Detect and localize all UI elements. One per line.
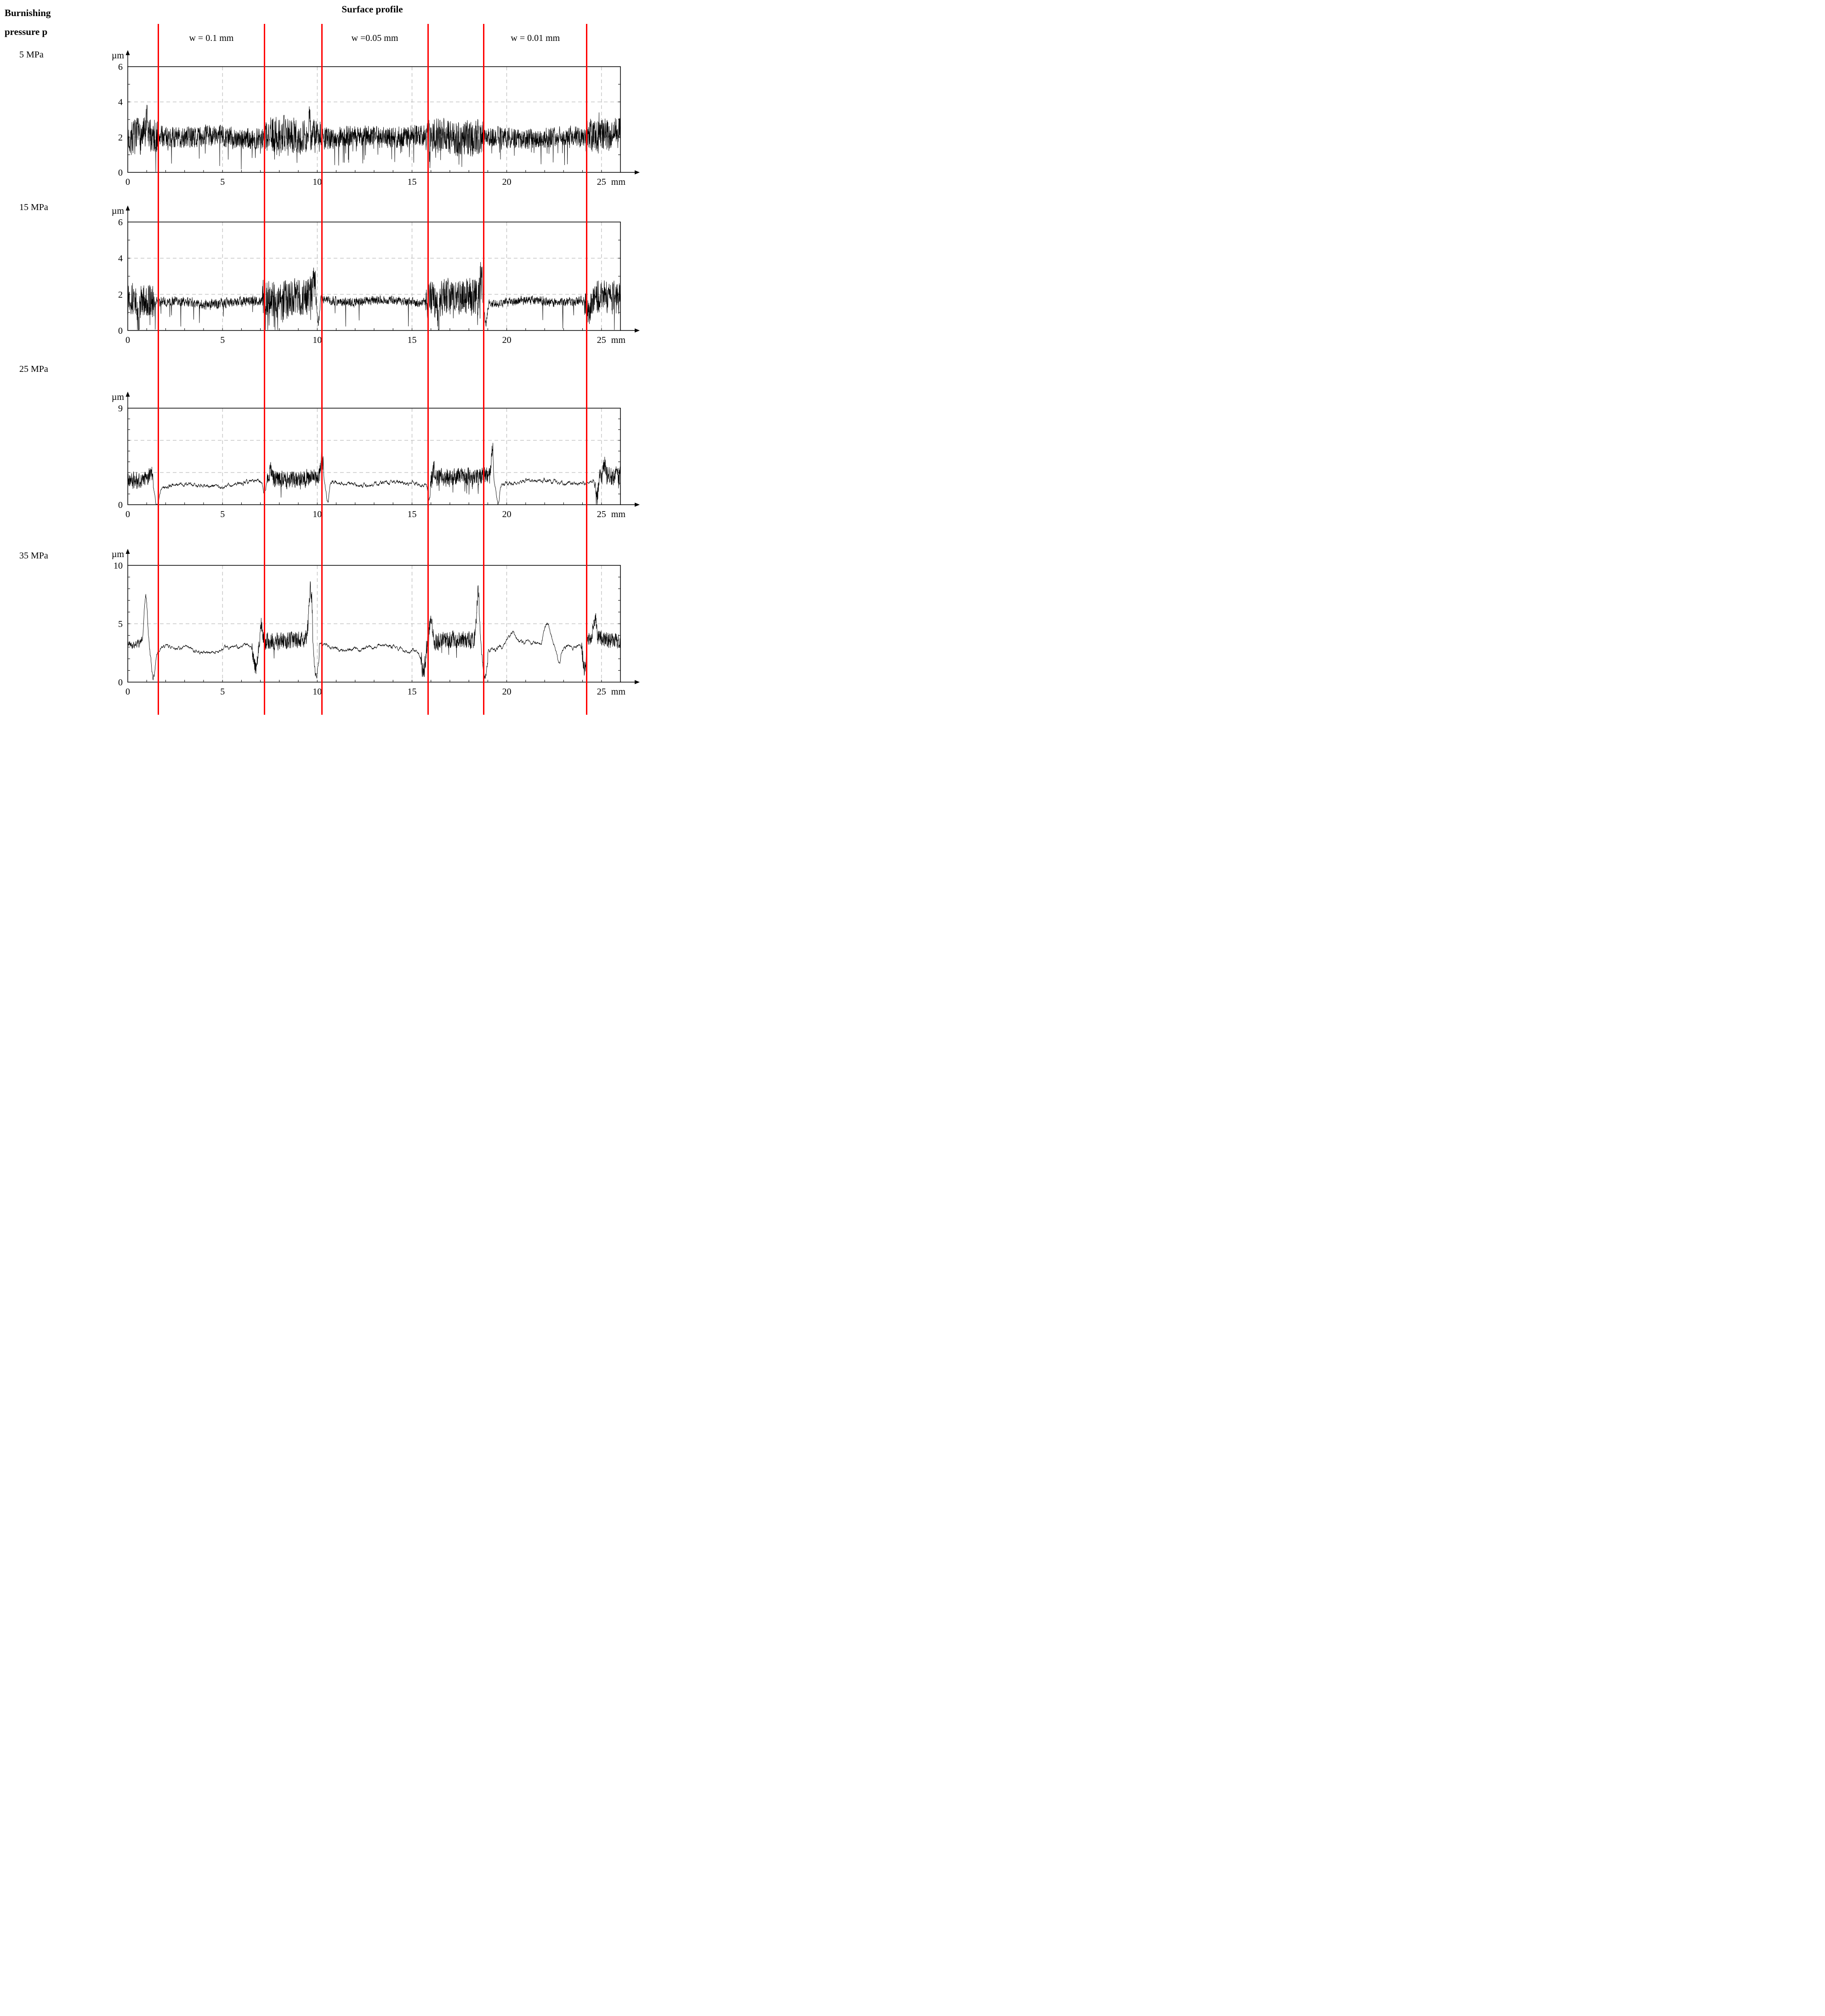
svg-text:20: 20	[502, 177, 512, 187]
svg-text:µm: µm	[112, 392, 125, 402]
svg-text:15: 15	[408, 177, 417, 187]
svg-text:0: 0	[118, 326, 123, 336]
surface-profile-chart-15mpa: µm 0 2 4 6 0 5 10 15 20 25 mm	[94, 201, 643, 346]
svg-text:4: 4	[118, 97, 123, 108]
svg-text:mm: mm	[611, 687, 626, 697]
column-label-w-0.05mm: w =0.05 mm	[351, 33, 398, 43]
svg-text:0: 0	[118, 678, 123, 688]
svg-text:5: 5	[220, 335, 225, 345]
pressure-label-35mpa: 35 MPa	[19, 551, 48, 561]
svg-text:15: 15	[408, 335, 417, 345]
pressure-label-15mpa: 15 MPa	[19, 202, 48, 212]
svg-text:10: 10	[114, 561, 123, 571]
separator-line	[321, 24, 323, 715]
separator-line	[157, 24, 159, 715]
separator-line	[263, 24, 265, 715]
surface-profile-chart-35mpa: µm 0 5 10 0 5 10 15 20 25 mm	[94, 545, 643, 703]
svg-text:25: 25	[597, 687, 606, 697]
svg-text:0: 0	[118, 500, 123, 510]
svg-text:25: 25	[597, 509, 606, 519]
figure-title: Surface profile	[341, 4, 403, 15]
left-column-header-line1: Burnishing	[5, 7, 51, 18]
svg-text:15: 15	[408, 687, 417, 697]
svg-text:mm: mm	[611, 509, 626, 519]
svg-text:0: 0	[125, 177, 130, 187]
svg-text:25: 25	[597, 335, 606, 345]
svg-text:10: 10	[313, 509, 322, 519]
separator-line	[483, 24, 485, 715]
column-label-w-0.1mm: w = 0.1 mm	[189, 33, 234, 43]
svg-text:10: 10	[313, 687, 322, 697]
svg-text:0: 0	[125, 335, 130, 345]
figure-canvas: Burnishing pressure p Surface profile w …	[0, 0, 643, 715]
left-column-header: Burnishing pressure p	[5, 4, 51, 41]
svg-text:20: 20	[502, 335, 512, 345]
svg-text:10: 10	[313, 177, 322, 187]
pressure-label-5mpa: 5 MPa	[19, 50, 44, 60]
svg-text:µm: µm	[112, 206, 125, 216]
svg-text:4: 4	[118, 254, 123, 264]
svg-text:0: 0	[125, 509, 130, 519]
svg-text:5: 5	[220, 177, 225, 187]
svg-text:5: 5	[220, 687, 225, 697]
svg-text:2: 2	[118, 290, 123, 300]
svg-text:20: 20	[502, 509, 512, 519]
svg-text:µm: µm	[112, 549, 125, 559]
svg-text:20: 20	[502, 687, 512, 697]
svg-text:5: 5	[118, 619, 123, 629]
svg-text:6: 6	[118, 217, 123, 228]
svg-text:mm: mm	[611, 335, 626, 345]
svg-text:25: 25	[597, 177, 606, 187]
svg-text:µm: µm	[112, 51, 125, 61]
svg-text:5: 5	[220, 509, 225, 519]
svg-text:6: 6	[118, 62, 123, 72]
separator-line	[427, 24, 429, 715]
column-label-w-0.01mm: w = 0.01 mm	[511, 33, 560, 43]
surface-profile-chart-5mpa: µm 0 2 4 6 0 5 10 15 20 25 mm	[94, 46, 643, 188]
svg-text:15: 15	[408, 509, 417, 519]
pressure-label-25mpa: 25 MPa	[19, 364, 48, 374]
svg-text:9: 9	[118, 404, 123, 414]
separator-line	[586, 24, 588, 715]
svg-text:0: 0	[118, 168, 123, 178]
left-column-header-line2: pressure p	[5, 26, 48, 37]
svg-text:mm: mm	[611, 177, 626, 187]
svg-text:10: 10	[313, 335, 322, 345]
svg-text:2: 2	[118, 132, 123, 142]
surface-profile-chart-25mpa: µm 0 9 0 5 10 15 20 25 mm	[94, 387, 643, 525]
svg-text:0: 0	[125, 687, 130, 697]
